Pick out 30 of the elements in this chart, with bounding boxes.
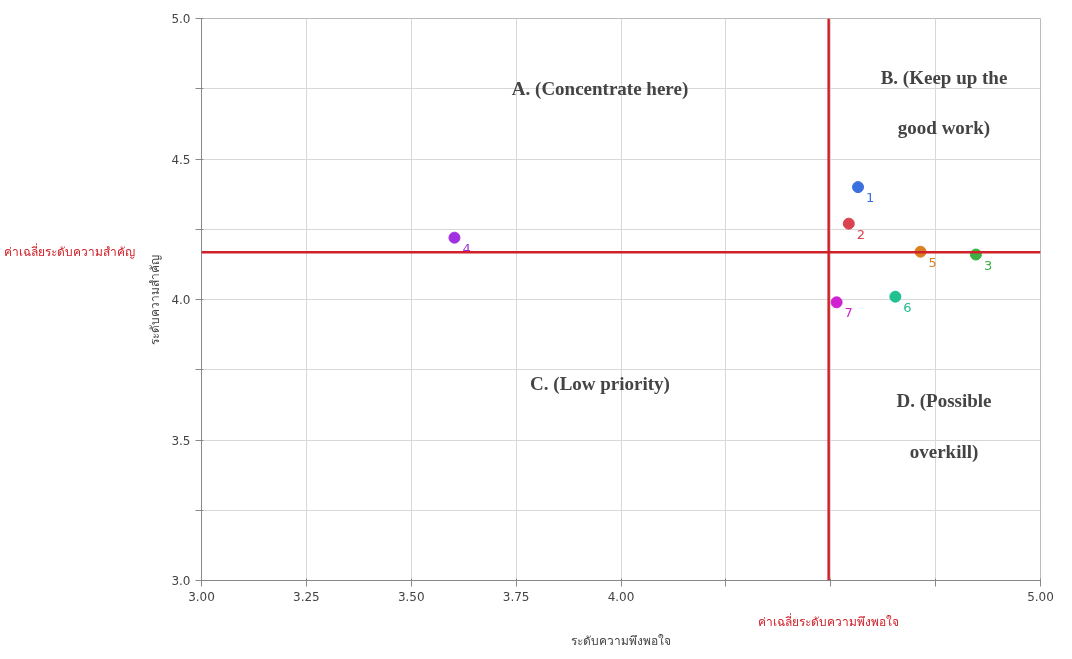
point <box>830 296 843 309</box>
x-tick-label: 3.00 <box>188 589 215 604</box>
y-tick-label: 3.0 <box>171 574 191 588</box>
point <box>842 217 855 230</box>
point <box>852 181 865 194</box>
x-axis-title: ระดับความพึงพอใจ <box>571 633 671 648</box>
y-tick-label: 4.5 <box>171 152 191 167</box>
series-label: 3 <box>983 257 993 273</box>
y-tick-label: 4.0 <box>171 293 191 307</box>
x-tick-label: 5.00 <box>1027 589 1054 604</box>
annotation: A. (Concentrate here) <box>511 78 689 101</box>
series-label: 5 <box>928 254 937 270</box>
x-tick-label: 3.50 <box>397 589 425 604</box>
x-tick-label: 3.25 <box>293 589 320 604</box>
ref-line-label: ค่าเฉลี่ยระดับความพึงพอใจ <box>758 612 900 629</box>
text: D. (Possible overkill) <box>896 390 992 462</box>
x-tick-label: 4.00 <box>607 589 635 604</box>
annotation: C. (Low priority) <box>530 373 670 396</box>
point <box>889 290 902 303</box>
y-tick-label: 3.5 <box>171 433 191 448</box>
series-label: 6 <box>903 299 912 315</box>
text: B. (Keep up the good work) <box>880 67 1008 139</box>
point <box>448 231 461 244</box>
series-label: 7 <box>844 305 853 321</box>
y-axis-title: ระดับความสำคัญ <box>148 254 163 345</box>
series-label: 1 <box>866 190 875 206</box>
ref-line-label: ค่าเฉลี่ยระดับความสำคัญ <box>3 243 135 260</box>
series-label: 2 <box>856 226 866 242</box>
x-tick-label: 3.75 <box>502 589 530 604</box>
y-tick-label: 5.0 <box>171 12 191 26</box>
